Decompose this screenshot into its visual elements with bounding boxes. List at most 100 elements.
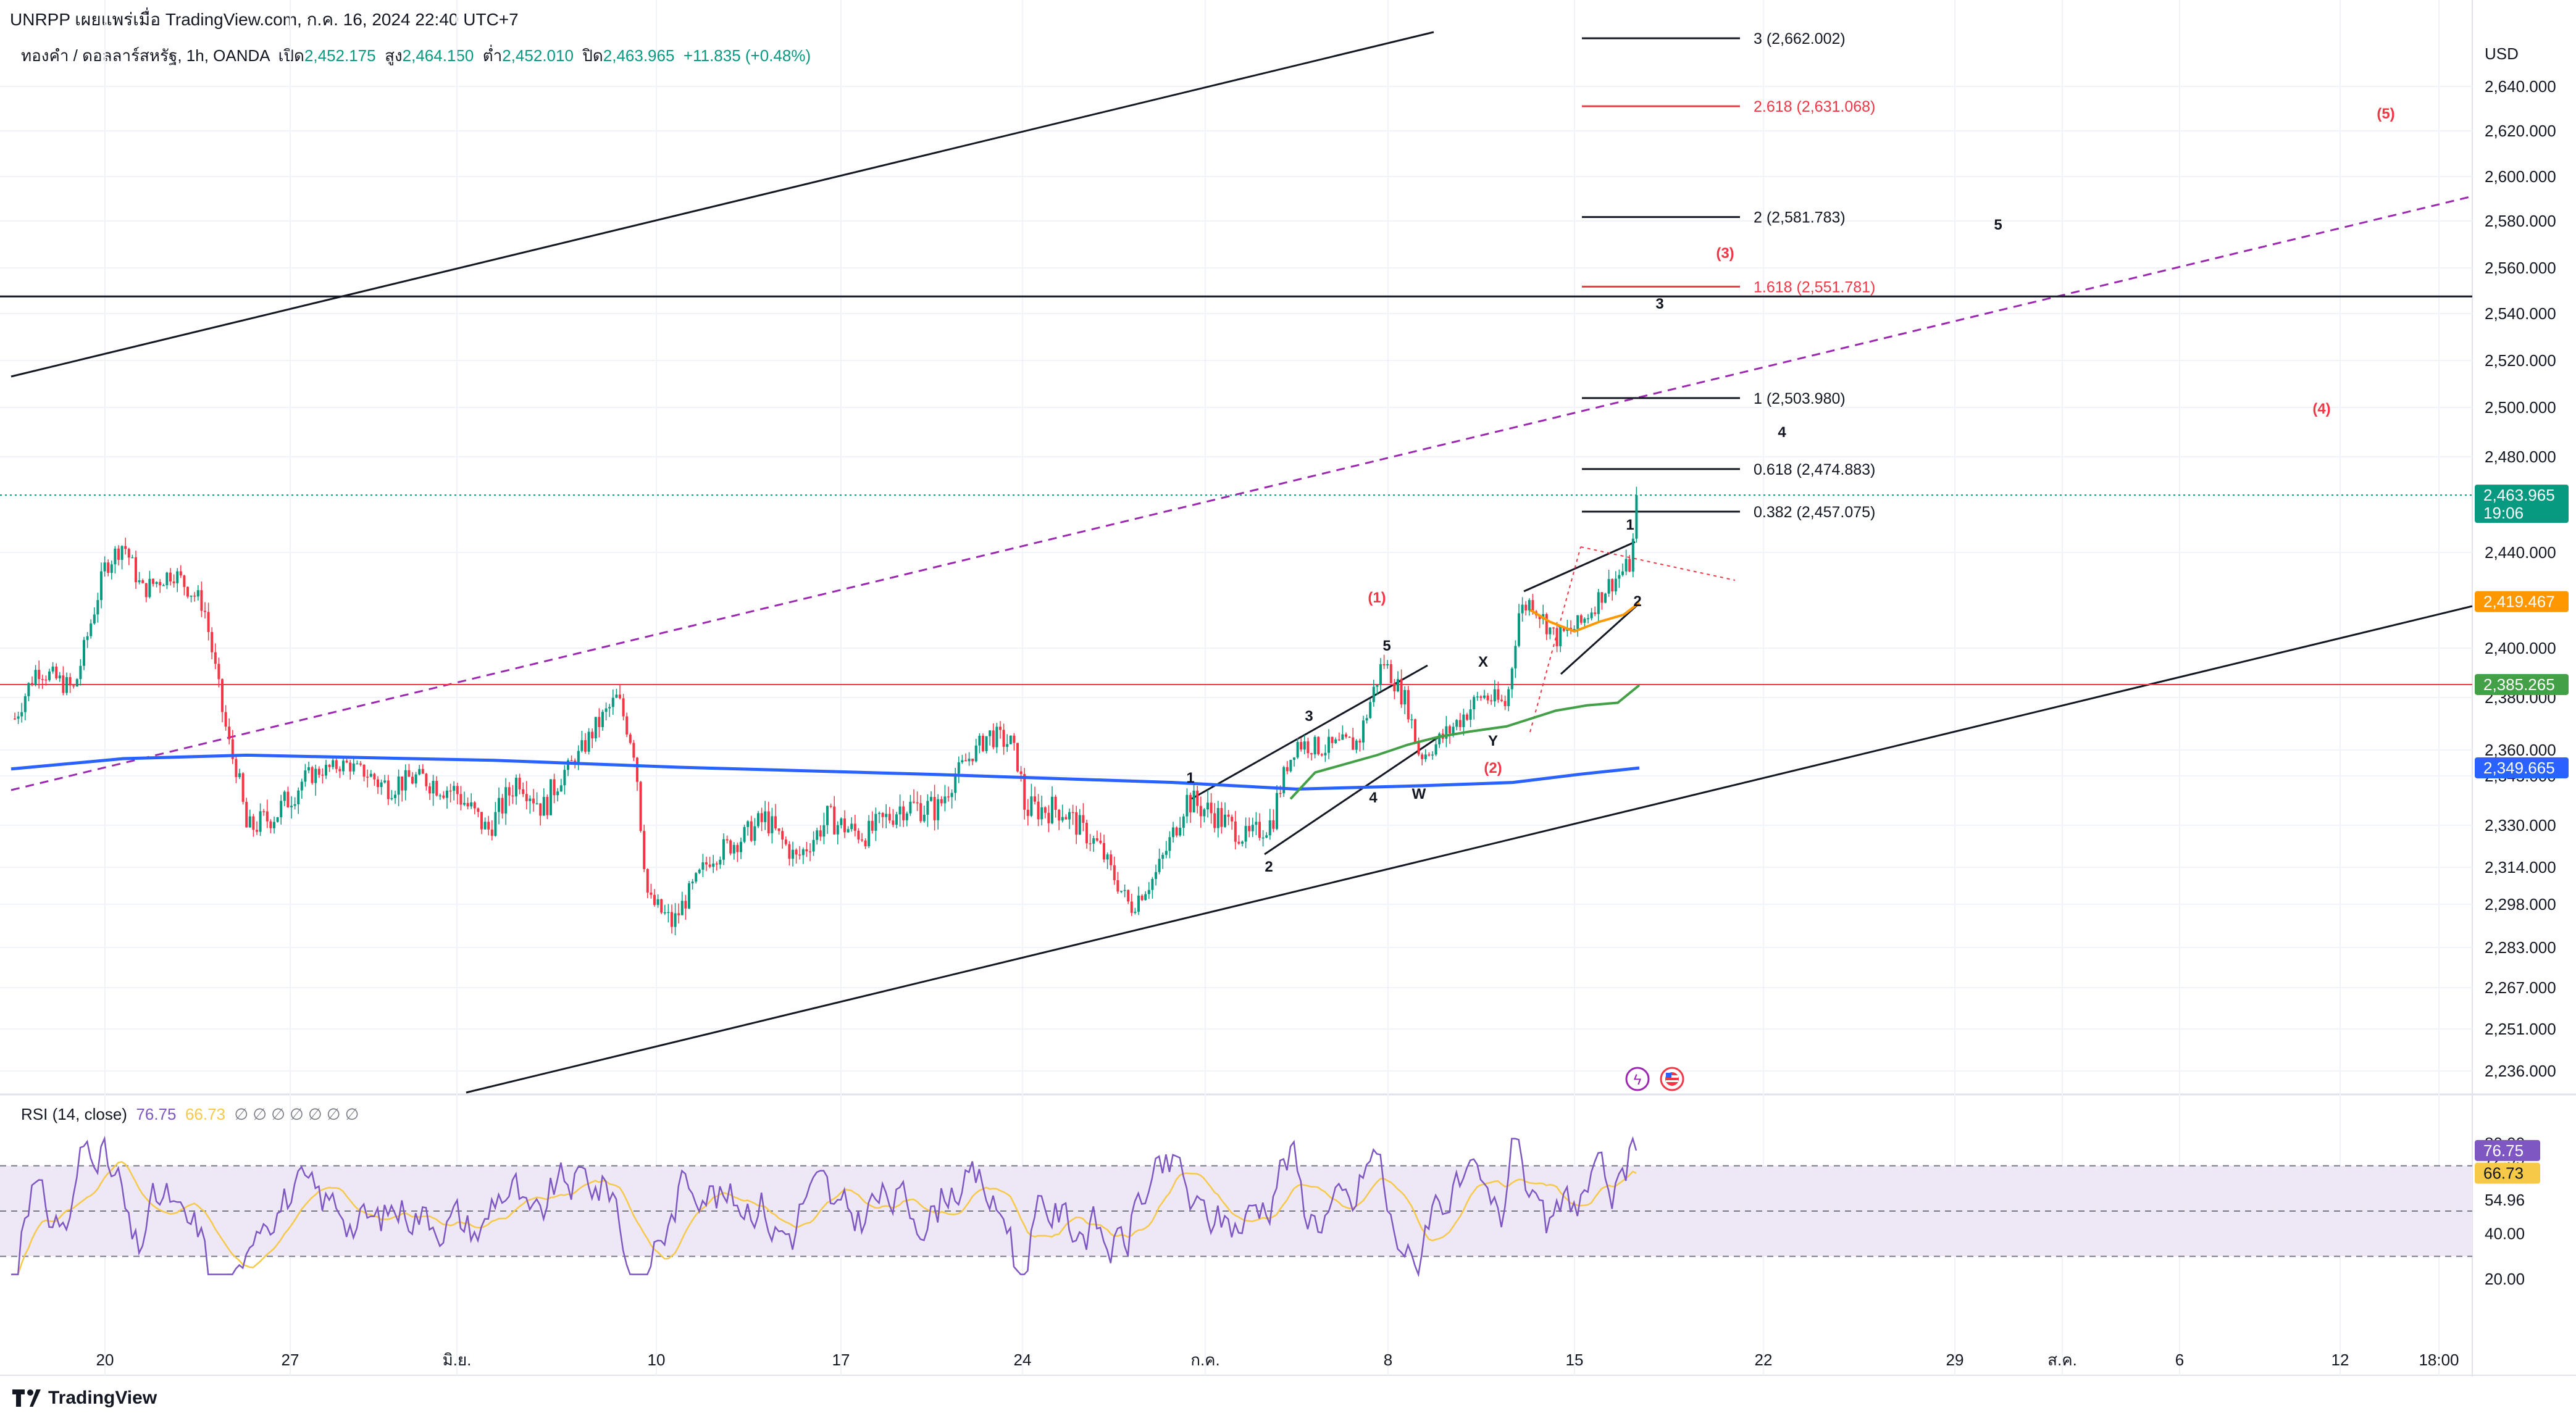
candle-body — [715, 863, 718, 865]
candle-body — [518, 777, 521, 789]
candle-body — [494, 812, 497, 836]
candle-body — [1282, 767, 1286, 794]
candle-body — [729, 840, 732, 854]
candle-body — [646, 868, 649, 893]
candle-body — [425, 773, 428, 786]
candle-body — [1251, 825, 1254, 831]
wave-label-red: (3) — [1716, 245, 1734, 262]
candle-body — [1434, 744, 1437, 755]
candle-body — [550, 779, 552, 815]
candle-body — [1268, 820, 1271, 836]
candle-body — [211, 631, 214, 652]
fib-level-label: 0.618 (2,474.883) — [1754, 461, 1875, 478]
high-label: สูง — [385, 46, 403, 65]
candle-body — [65, 677, 68, 693]
candle-body — [93, 614, 96, 624]
candle-body — [1483, 695, 1486, 698]
candle-body — [1604, 593, 1607, 603]
candle-body — [529, 798, 532, 801]
candle-body — [1600, 592, 1604, 603]
fib-level-label: 1 (2,503.980) — [1754, 390, 1846, 407]
candle-body — [1043, 807, 1047, 813]
price-axis[interactable]: USD 2,640.000 2,620.000 2,600.000 2,580.000 2… — [2485, 44, 2556, 1288]
candle-body — [1628, 559, 1631, 572]
candle-body — [487, 822, 490, 830]
candle-body — [1199, 806, 1202, 817]
rsi-background — [0, 1165, 2472, 1257]
candle-body — [1417, 743, 1420, 755]
candle-body — [771, 816, 774, 833]
candle-body — [1490, 700, 1493, 702]
rsi-header[interactable]: RSI (14, close) 76.75 66.73 ∅ ∅ ∅ ∅ ∅ ∅ … — [21, 1105, 359, 1124]
candle-body — [141, 580, 144, 583]
candle-body — [1051, 796, 1053, 823]
candle-body — [280, 801, 283, 818]
price-tick-label: 2,251.000 — [2485, 1020, 2556, 1038]
candle-body — [1631, 538, 1634, 572]
lightning-event-icon[interactable]: ϟ — [1625, 1067, 1650, 1091]
candle-body — [1310, 753, 1313, 755]
rsi-empty-values: ∅ ∅ ∅ ∅ ∅ ∅ ∅ — [234, 1105, 359, 1123]
wave-label-black: 2 — [1633, 593, 1641, 610]
moving-averages — [10, 601, 1641, 800]
candle-body — [1618, 575, 1621, 579]
candle-body — [390, 798, 393, 799]
tradingview-footer[interactable]: TradingView — [12, 1388, 157, 1409]
price-tick-label: 2,560.000 — [2485, 259, 2556, 277]
candle-body — [591, 731, 594, 739]
candle-body — [477, 808, 480, 812]
candle-body — [290, 806, 293, 807]
candle-body — [463, 802, 466, 805]
candle-body — [1155, 872, 1157, 879]
rsi-value-badge-label: 76.75 — [2483, 1141, 2524, 1160]
candle-body — [1037, 801, 1040, 820]
candle-body — [943, 796, 947, 804]
candle-body — [1358, 740, 1361, 743]
candle-body — [822, 825, 826, 837]
candle-body — [604, 708, 608, 712]
candle-body — [1261, 837, 1265, 839]
price-badge-label: 2,349.665 — [2483, 759, 2555, 777]
candle-body — [1127, 889, 1130, 902]
candle-body — [871, 820, 874, 831]
candle-body — [1458, 720, 1462, 727]
candle-body — [1116, 880, 1119, 892]
candle-body — [498, 798, 500, 812]
rsi-lines — [11, 1136, 1637, 1278]
candle-body — [490, 829, 493, 836]
symbol-name[interactable]: ทองคำ / ดอลลาร์สหรัฐ, 1h, OANDA — [21, 46, 270, 65]
candle-body — [110, 564, 113, 573]
candle-body — [1006, 744, 1009, 747]
candle-body — [816, 830, 819, 840]
candle-body — [1130, 901, 1133, 913]
candle-body — [276, 817, 279, 822]
candle-body — [1058, 809, 1061, 821]
candle-body — [1289, 759, 1292, 772]
wave-label-black: 5 — [1994, 217, 2002, 233]
rsi-tick-label: 40.00 — [2485, 1225, 2525, 1243]
candle-body — [124, 546, 127, 549]
candle-body — [556, 791, 559, 796]
symbol-ohlc-line: ทองคำ / ดอลลาร์สหรัฐ, 1h, OANDA เปิด2,45… — [21, 43, 811, 69]
fib-level-label: 0.382 (2,457.075) — [1754, 504, 1875, 521]
candle-body — [1352, 737, 1355, 750]
fibonacci-levels[interactable]: 3 (2,662.002) 2.618 (2,631.068) 2 (2,581.7… — [1582, 30, 1875, 521]
candle-body — [186, 586, 189, 597]
candle-body — [1144, 894, 1147, 901]
candle-body — [570, 760, 573, 762]
candle-body — [898, 806, 901, 815]
candle-body — [1120, 891, 1123, 892]
candle-body — [480, 812, 483, 830]
candle-body — [1518, 613, 1520, 646]
time-axis[interactable]: 20 27 มิ.ย. 10 17 24 ก.ค. 8 15 22 29 ส.ค. 6 12 18:00 — [96, 1351, 2459, 1369]
candle-body — [131, 557, 134, 559]
event-icons[interactable]: ϟ — [1625, 1067, 1684, 1091]
candle-body — [1445, 726, 1448, 739]
candle-body — [732, 844, 735, 854]
us-flag-event-icon[interactable] — [1660, 1067, 1684, 1091]
candle-body — [726, 839, 729, 841]
candle-body — [1531, 600, 1534, 612]
price-tick-label: 2,267.000 — [2485, 978, 2556, 997]
